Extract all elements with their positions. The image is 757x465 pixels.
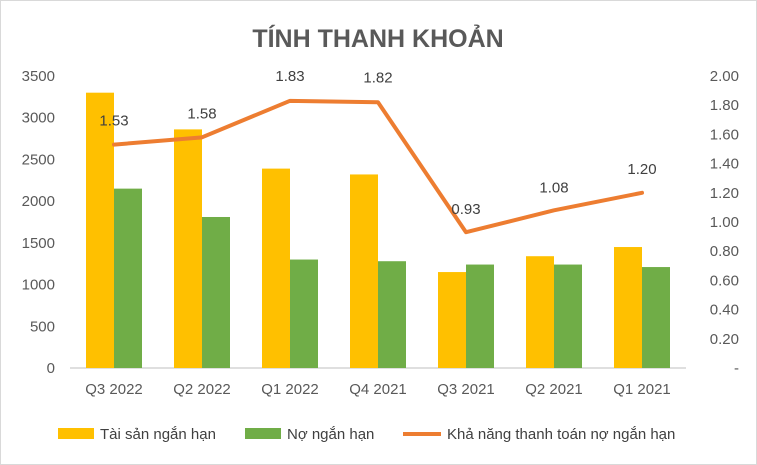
y-left-tick-label: 2000 <box>22 193 55 210</box>
x-tick-label: Q1 2022 <box>261 381 319 398</box>
bar-tai-san-ngan-han <box>438 272 466 368</box>
line-data-label: 0.93 <box>451 201 480 218</box>
y-left-tick-label: 500 <box>30 318 55 335</box>
line-data-label: 1.58 <box>187 105 216 122</box>
x-tick-label: Q2 2021 <box>525 381 583 398</box>
line-data-label: 1.53 <box>99 113 128 130</box>
y-right-tick-label: 1.20 <box>710 185 739 202</box>
x-tick-label: Q3 2021 <box>437 381 495 398</box>
line-data-label: 1.82 <box>363 69 392 86</box>
y-right-tick-label: 1.00 <box>710 214 739 231</box>
y-left-tick-label: 3000 <box>22 110 55 127</box>
x-tick-label: Q3 2022 <box>85 381 143 398</box>
bar-tai-san-ngan-han <box>526 256 554 368</box>
x-tick-label: Q1 2021 <box>613 381 671 398</box>
line-data-label: 1.83 <box>275 68 304 85</box>
legend-item-tai-san-label: Tài sản ngắn hạn <box>100 426 216 443</box>
x-tick-label: Q2 2022 <box>173 381 231 398</box>
y-left-tick-label: 2500 <box>22 151 55 168</box>
bar-no-ngan-han <box>378 261 406 368</box>
legend-item-no-label: Nợ ngắn hạn <box>287 426 374 443</box>
y-right-tick-label: 1.40 <box>710 156 739 173</box>
legend-item-no-swatch <box>245 428 281 439</box>
y-left-tick-label: 0 <box>47 360 55 377</box>
y-right-tick-label: 0.40 <box>710 302 739 319</box>
bar-no-ngan-han <box>554 264 582 368</box>
bar-no-ngan-han <box>642 267 670 368</box>
y-right-tick-label: 1.80 <box>710 97 739 114</box>
y-left-tick-label: 1500 <box>22 235 55 252</box>
y-right-tick-label: 0.80 <box>710 243 739 260</box>
plot-area: 0 500 1000 1500 2000 2500 3000 3500 - 0.20 0.40 0.6… <box>22 68 739 398</box>
bar-tai-san-ngan-han <box>86 92 114 368</box>
legend-item-tai-san-swatch <box>58 428 94 439</box>
x-tick-label: Q4 2021 <box>349 381 407 398</box>
line-data-label: 1.08 <box>539 179 568 196</box>
y-right-tick-label: - <box>734 360 739 377</box>
y-right-tick-label: 2.00 <box>710 68 739 85</box>
chart-title: TÍNH THANH KHOẢN <box>252 23 503 53</box>
legend-item-kha-nang-label: Khả năng thanh toán nợ ngắn hạn <box>447 426 675 443</box>
bar-tai-san-ngan-han <box>350 174 378 368</box>
bar-no-ngan-han <box>202 216 230 368</box>
bar-no-ngan-han <box>290 259 318 368</box>
bar-tai-san-ngan-han <box>262 168 290 368</box>
bar-tai-san-ngan-han <box>174 129 202 368</box>
y-right-tick-label: 1.60 <box>710 126 739 143</box>
y-left-tick-label: 3500 <box>22 68 55 85</box>
bar-no-ngan-han <box>466 264 494 368</box>
bar-tai-san-ngan-han <box>614 247 642 368</box>
y-right-tick-label: 0.20 <box>710 331 739 348</box>
line-kha-nang-thanh-toan <box>112 98 644 235</box>
line-data-label: 1.20 <box>627 161 656 178</box>
legend: Tài sản ngắn hạn Nợ ngắn hạn Khả năng than… <box>58 426 675 443</box>
y-right-tick-label: 0.60 <box>710 272 739 289</box>
y-left-tick-label: 1000 <box>22 277 55 294</box>
bar-no-ngan-han <box>114 188 142 368</box>
